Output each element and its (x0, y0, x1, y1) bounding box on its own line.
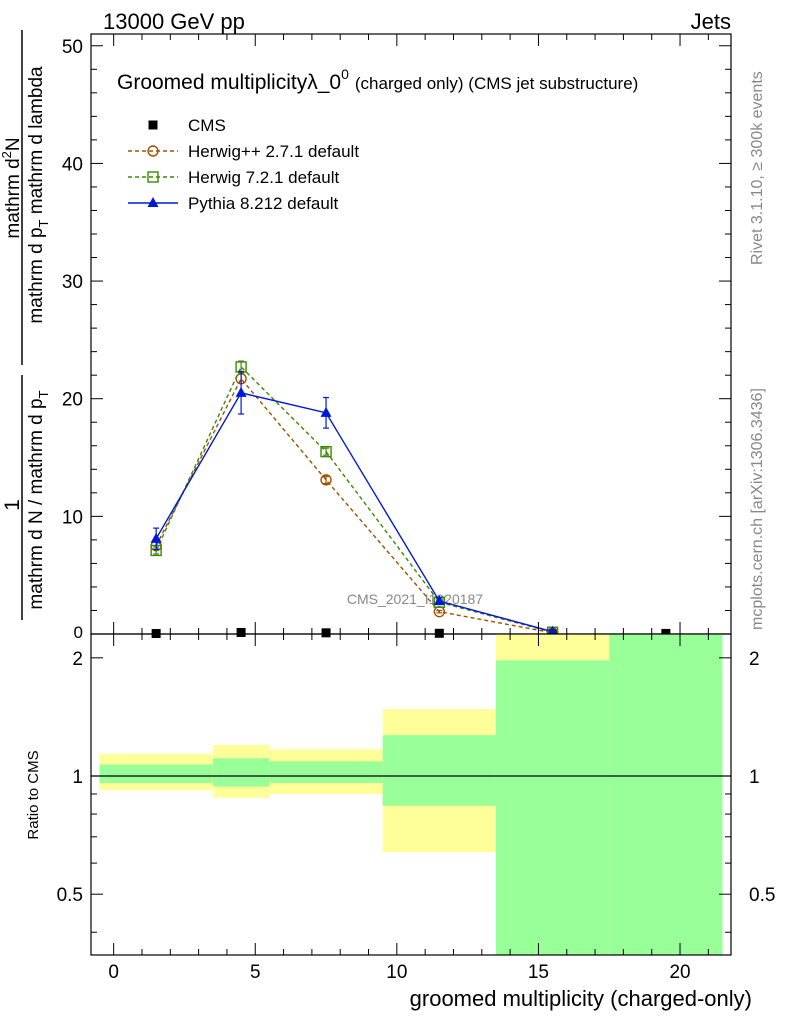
ratio-band-green-0 (99, 764, 213, 783)
legend-marker-3 (147, 197, 159, 207)
main-axes: 0 10 20 30 40 50 (62, 33, 732, 642)
legend: CMS Herwig++ 2.7.1 default Herwig 7.2.1 de… (128, 116, 359, 213)
main-marks (150, 360, 671, 639)
data-point-0-3 (434, 628, 444, 638)
y-axis-label: 1 mathrm d N / mathrm d pT mathrm d2N ma… (0, 30, 51, 620)
y-tick-label-0: 0 (74, 623, 83, 642)
y-label-prefactor-numerator: 1 (1, 499, 24, 511)
data-point-2-2 (320, 445, 332, 458)
legend-label-2: Herwig 7.2.1 default (188, 168, 339, 187)
energy-label: 13000 GeV pp (103, 9, 245, 34)
main-frame (90, 33, 732, 635)
legend-marker-1 (147, 145, 159, 157)
x-tick-label-0: 0 (108, 962, 119, 983)
x-tick-label-20: 20 (669, 962, 690, 983)
y-tick-label-10: 10 (62, 507, 83, 528)
y-label-denominator: mathrm d pT mathrm d lambda (26, 66, 51, 324)
x-tick-label-15: 15 (528, 962, 549, 983)
data-point-3-1 (235, 386, 247, 397)
ratio-band-green-3 (382, 735, 496, 806)
legend-label-3: Pythia 8.212 default (188, 194, 339, 213)
data-point-3-0 (150, 532, 162, 543)
series-3 (150, 371, 559, 636)
main-panel: Groomed multiplicityλ_00 (charged only) (… (62, 33, 732, 642)
x-tick-label-10: 10 (386, 962, 407, 983)
plot-title: Groomed multiplicityλ_00 (charged only) (… (117, 66, 638, 94)
ratio-band-green-5 (609, 634, 723, 955)
analysis-watermark: CMS_2021_I1920187 (347, 591, 483, 607)
data-point-3-2 (320, 406, 332, 417)
ratio-axis-label: Ratio to CMS (25, 750, 42, 839)
y-tick-label-50: 50 (62, 37, 83, 58)
legend-label-1: Herwig++ 2.7.1 default (188, 142, 359, 161)
ratio-tick-label-left-1: 1 (72, 767, 83, 788)
data-point-0-1 (236, 627, 246, 637)
x-axis-label: groomed multiplicity (charged-only) (410, 986, 752, 1011)
data-point-3-3 (433, 595, 445, 606)
ratio-band-green-4 (495, 660, 610, 955)
process-label: Jets (691, 9, 731, 34)
data-point-3-4 (547, 625, 559, 636)
ratio-tick-label-right-1: 1 (749, 767, 760, 788)
ratio-tick-label-left-0.5: 0.5 (57, 885, 83, 906)
data-point-1-2 (320, 474, 332, 486)
ratio-panel: 0 5 10 15 20 0.5 0.5 1 1 2 2 (57, 633, 775, 983)
ratio-band-green-1 (212, 758, 270, 787)
rivet-version-label: Rivet 3.1.10, ≥ 300k events (749, 71, 766, 265)
ratio-tick-label-right-0.5: 0.5 (749, 885, 775, 906)
y-label-numerator: mathrm d2N (0, 137, 24, 238)
ratio-bands (91, 634, 731, 955)
ratio-frame (90, 633, 732, 956)
y-tick-label-20: 20 (62, 390, 83, 411)
ratio-tick-label-right-2: 2 (749, 649, 760, 670)
ratio-band-green-2 (269, 761, 383, 783)
data-point-0-2 (321, 628, 331, 638)
y-label-prefactor-denominator: mathrm d N / mathrm d pT (26, 390, 51, 609)
y-tick-label-30: 30 (62, 272, 83, 293)
legend-label-0: CMS (188, 116, 226, 135)
legend-marker-0 (148, 120, 158, 130)
legend-marker-2 (147, 171, 159, 183)
y-tick-label-40: 40 (62, 154, 83, 175)
ratio-tick-label-left-2: 2 (72, 649, 83, 670)
mcplots-label: mcplots.cern.ch [arXiv:1306.3436] (749, 388, 766, 630)
ratio-axes: 0 5 10 15 20 0.5 0.5 1 1 2 2 (57, 633, 775, 983)
x-tick-label-5: 5 (250, 962, 261, 983)
